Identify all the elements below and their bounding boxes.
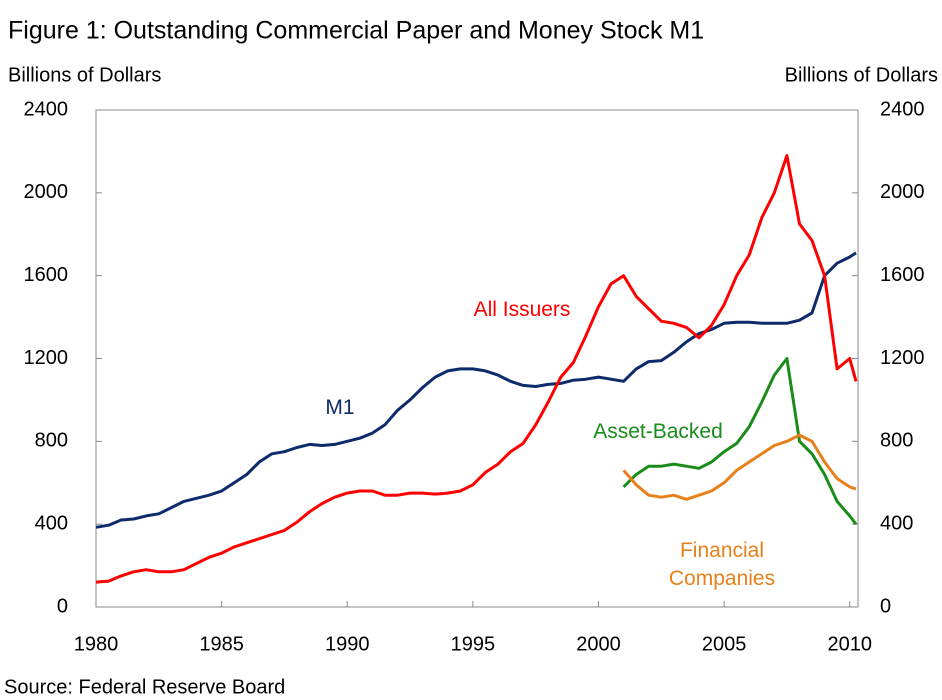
y-tick-label: 2000 bbox=[24, 181, 69, 203]
x-tick-label: 1995 bbox=[451, 633, 496, 655]
y2-tick-label: 2400 bbox=[880, 98, 925, 120]
series-line bbox=[95, 154, 858, 584]
y2-tick-label: 400 bbox=[880, 512, 913, 534]
series-label: M1 bbox=[325, 396, 355, 419]
series-label: Financial Companies bbox=[668, 539, 776, 590]
series-line bbox=[95, 251, 857, 529]
y2-tick-label: 1600 bbox=[880, 264, 925, 286]
y-tick-label: 400 bbox=[35, 512, 68, 534]
y-tick-label: 1200 bbox=[24, 347, 69, 369]
x-tick-label: 2000 bbox=[576, 633, 621, 655]
y-tick-label: 800 bbox=[35, 430, 68, 452]
y-tick-label: 0 bbox=[57, 595, 68, 617]
y2-tick-label: 1200 bbox=[880, 347, 925, 369]
chart-title: Figure 1: Outstanding Commercial Paper a… bbox=[8, 17, 704, 45]
plot-frame bbox=[95, 109, 859, 608]
x-tick-label: 2010 bbox=[827, 633, 872, 655]
series-line bbox=[622, 433, 857, 501]
y-tick-label: 1600 bbox=[24, 264, 69, 286]
x-tick-label: 1990 bbox=[325, 633, 370, 655]
source: Source: Federal Reserve Board bbox=[4, 676, 285, 698]
x-tick-label: 1985 bbox=[199, 633, 244, 655]
y-axis-label: Billions of Dollars bbox=[8, 64, 161, 86]
x-tick-label: 1980 bbox=[74, 633, 119, 655]
x-tick-label: 2005 bbox=[702, 633, 747, 655]
series-label: Asset-Backed bbox=[593, 420, 723, 443]
y2-tick-label: 2000 bbox=[880, 181, 925, 203]
y2-tick-label: 800 bbox=[880, 430, 913, 452]
y2-axis-label: Billions of Dollars bbox=[785, 64, 938, 86]
y-tick-label: 2400 bbox=[24, 98, 69, 120]
series-line bbox=[622, 357, 858, 526]
y2-tick-label: 0 bbox=[880, 595, 891, 617]
series-label: All Issuers bbox=[473, 298, 571, 321]
